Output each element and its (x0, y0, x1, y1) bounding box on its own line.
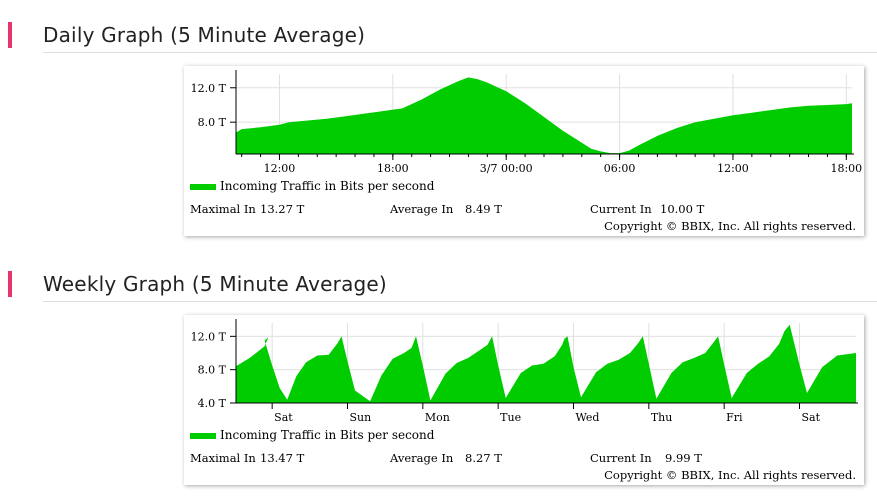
daily-y-tick-label: 8.0 T (198, 116, 227, 129)
daily-x-tick-label: 06:00 (604, 162, 636, 175)
weekly-chart: Sat Sun Mon Tue Wed Thu Fri Sat 4.0 T 8.0 T 12.0 T (191, 319, 858, 424)
daily-x-tick-label: 18:00 (830, 162, 862, 175)
daily-x-tick-label: 18:00 (377, 162, 409, 175)
weekly-legend: Incoming Traffic in Bits per second (190, 428, 434, 442)
weekly-x-tick-label: Fri (726, 411, 743, 424)
weekly-x-tick-label: Mon (425, 411, 450, 424)
weekly-cur-value: 9.99 T (665, 451, 702, 465)
daily-section-header: Daily Graph (5 Minute Average) (0, 22, 877, 56)
daily-legend: Incoming Traffic in Bits per second (190, 179, 434, 193)
weekly-x-tick-label: Sat (801, 411, 820, 424)
daily-x-tick-label: 3/7 00:00 (480, 162, 533, 175)
weekly-max-value: 13.47 T (260, 451, 305, 465)
daily-legend-label: Incoming Traffic in Bits per second (220, 179, 435, 193)
weekly-avg-label: Average In (390, 451, 454, 465)
daily-avg-label: Average In (390, 202, 454, 216)
weekly-traffic-area (236, 324, 856, 403)
daily-avg-value: 8.49 T (465, 202, 502, 216)
daily-max-value: 13.27 T (260, 202, 305, 216)
weekly-avg-value: 8.27 T (465, 451, 502, 465)
weekly-x-tick-label: Thu (651, 411, 673, 424)
weekly-x-tick-label: Sat (274, 411, 293, 424)
weekly-section-header: Weekly Graph (5 Minute Average) (0, 271, 877, 305)
weekly-title: Weekly Graph (5 Minute Average) (43, 272, 387, 296)
daily-cur-label: Current In (590, 202, 652, 216)
weekly-max-label: Maximal In (190, 451, 256, 465)
section-accent-bar (8, 22, 12, 48)
weekly-x-tick-label: Tue (500, 411, 521, 424)
daily-x-tick-label: 12:00 (717, 162, 749, 175)
legend-swatch (190, 432, 216, 439)
weekly-copyright: Copyright © BBIX, Inc. All rights reserv… (604, 468, 856, 482)
daily-y-tick-label: 12.0 T (191, 82, 227, 95)
weekly-x-tick-label: Wed (575, 411, 599, 424)
weekly-legend-label: Incoming Traffic in Bits per second (220, 428, 435, 442)
section-accent-bar (8, 271, 12, 297)
weekly-graph-card: Sat Sun Mon Tue Wed Thu Fri Sat 4.0 T 8.0 T 12.0 T… (184, 315, 864, 485)
daily-x-tick-label: 12:00 (264, 162, 296, 175)
weekly-y-tick-label: 4.0 T (198, 397, 227, 410)
legend-swatch (190, 183, 216, 190)
daily-copyright: Copyright © BBIX, Inc. All rights reserv… (604, 219, 856, 233)
section-divider (43, 52, 877, 53)
daily-max-label: Maximal In (190, 202, 256, 216)
weekly-y-tick-label: 8.0 T (198, 364, 227, 377)
weekly-x-tick-label: Sun (349, 411, 371, 424)
daily-graph-card: 12:00 18:00 3/7 00:00 06:00 12:00 18:00 8.0 T 1… (184, 66, 864, 236)
daily-title: Daily Graph (5 Minute Average) (43, 23, 366, 47)
daily-cur-value: 10.00 T (660, 202, 705, 216)
section-divider (43, 301, 877, 302)
weekly-cur-label: Current In (590, 451, 652, 465)
daily-chart: 12:00 18:00 3/7 00:00 06:00 12:00 18:00 8.0 T 1… (191, 70, 862, 175)
weekly-y-tick-label: 12.0 T (191, 330, 227, 343)
daily-traffic-area (236, 77, 852, 154)
